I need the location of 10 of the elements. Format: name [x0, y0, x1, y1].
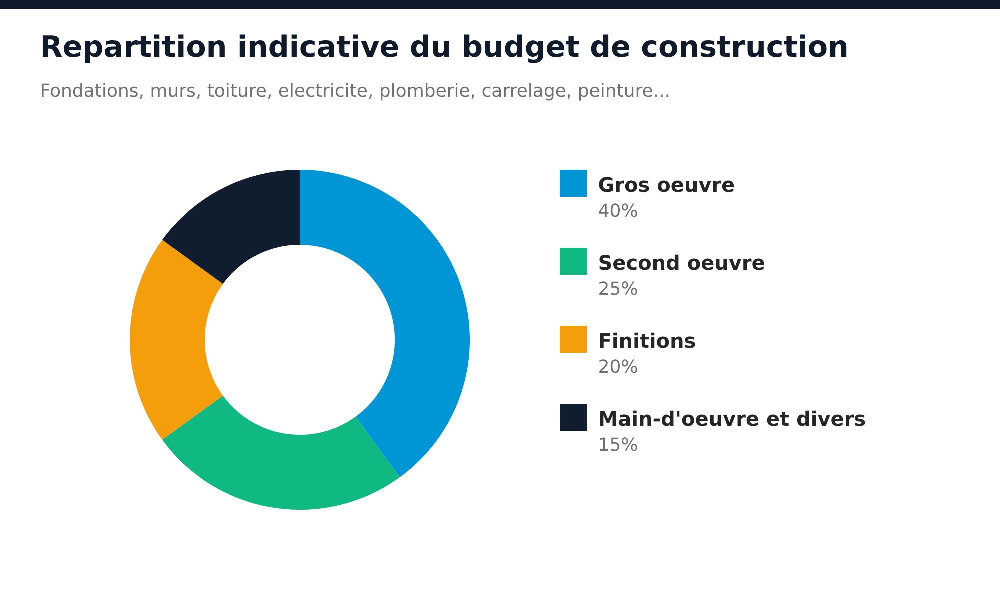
data-label: 40%	[599, 204, 638, 218]
chart-title: Repartition indicative du budget de construction	[42, 34, 847, 64]
data-label: 15%	[600, 438, 638, 452]
legend-label: Gros oeuvre	[599, 177, 734, 192]
legend-label: Finitions	[600, 332, 696, 348]
legend-label: Main-d'oeuvre et divers	[600, 410, 866, 426]
data-label: 25%	[600, 282, 638, 296]
chart-subtitle: Fondations, murs, toiture, electricite, plomberie, carrelage, peinture...	[42, 83, 669, 101]
legend-label: Second oeuvre	[600, 254, 764, 270]
data-label: 20%	[600, 360, 638, 374]
